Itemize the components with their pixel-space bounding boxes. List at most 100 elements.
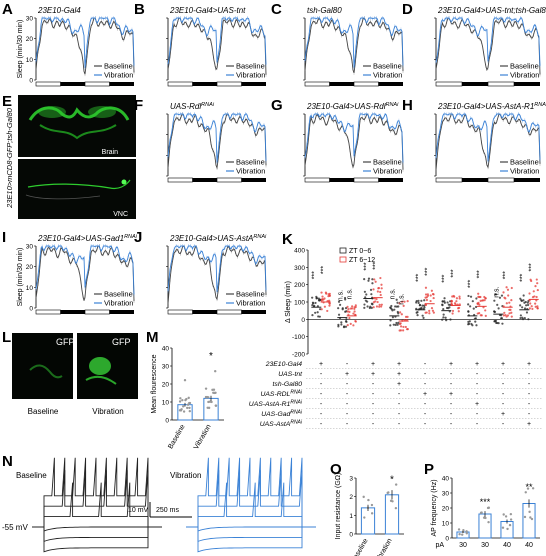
panel-title-sup: RNAi xyxy=(534,102,546,108)
data-point xyxy=(442,316,445,319)
data-point xyxy=(523,307,527,310)
data-point xyxy=(214,369,217,373)
y-tick-label: 20 xyxy=(442,506,450,513)
data-point xyxy=(337,323,340,326)
data-point xyxy=(315,297,318,300)
data-point xyxy=(207,406,211,410)
data-point xyxy=(529,302,532,305)
y-tick-label: 20 xyxy=(26,264,34,271)
dark-bar xyxy=(378,178,403,182)
genotype-row-label: UAS-GadRNAi xyxy=(261,410,303,419)
data-point xyxy=(421,304,424,307)
data-point xyxy=(528,292,531,295)
data-point xyxy=(468,322,471,325)
genotype-row-label: 23E10-Gal4 xyxy=(265,361,302,368)
panel-title-main: 23E10-Gal4>UAS-AstA xyxy=(169,234,253,243)
data-point xyxy=(504,314,507,317)
data-point xyxy=(337,300,341,303)
data-point xyxy=(429,299,432,303)
sig-label: *** xyxy=(311,271,318,279)
sig-label: n.s. xyxy=(493,286,500,297)
legend-baseline: Baseline xyxy=(236,158,265,167)
data-point xyxy=(533,295,536,298)
data-point xyxy=(484,314,487,317)
data-point xyxy=(395,321,398,325)
panel-title-main: 23E10-Gal4>UAS-tnt xyxy=(169,6,246,15)
data-point xyxy=(424,293,428,296)
genotype-mark: + xyxy=(527,421,531,428)
data-point xyxy=(352,312,355,315)
data-point xyxy=(520,299,523,302)
data-point xyxy=(446,301,449,304)
panel-title: 23E10-Gal4>UAS-Gad1RNAi xyxy=(37,234,138,243)
data-point xyxy=(519,316,522,320)
vnc-label: VNC xyxy=(113,211,128,218)
data-point xyxy=(522,294,525,297)
data-point xyxy=(186,406,189,410)
panel-title: 23E10-Gal4>UAS-RdlRNAi xyxy=(306,102,399,111)
y-tick-label: 0 xyxy=(445,536,449,543)
data-point xyxy=(531,487,535,490)
genotype-mark: - xyxy=(502,421,505,428)
voltage-trace xyxy=(32,457,162,528)
y-tick-label: 20 xyxy=(162,382,170,389)
light-bar xyxy=(167,81,193,87)
genotype-mark: - xyxy=(320,391,323,398)
data-point xyxy=(474,320,477,323)
vibration-trace xyxy=(167,17,267,65)
legend-vibration: Vibration xyxy=(104,299,133,308)
x-unit-label: pA xyxy=(435,542,444,549)
data-point xyxy=(450,299,453,303)
data-point xyxy=(526,301,529,304)
data-point xyxy=(519,304,522,307)
genotype-name: 23E10-Gal4 xyxy=(265,361,302,368)
data-point xyxy=(186,403,190,406)
data-point xyxy=(478,303,481,306)
panel-label: G xyxy=(271,97,283,114)
legend-baseline: Baseline xyxy=(510,62,539,71)
data-point xyxy=(465,532,468,535)
data-point xyxy=(394,305,397,308)
data-point xyxy=(402,325,405,329)
data-point xyxy=(346,310,349,313)
genotype-mark: - xyxy=(528,381,531,388)
data-point xyxy=(508,312,511,315)
data-point xyxy=(441,304,444,307)
data-point xyxy=(455,300,458,303)
data-point xyxy=(484,297,487,300)
data-point xyxy=(431,309,435,312)
light-bar xyxy=(304,177,330,183)
genotype-name: UAS-tnt xyxy=(278,371,303,378)
panel-label-K: K xyxy=(282,231,293,248)
data-point xyxy=(510,286,513,290)
data-point xyxy=(476,302,479,305)
sig-label: *** xyxy=(415,273,422,281)
data-point xyxy=(451,312,454,315)
data-point xyxy=(362,495,365,499)
vibration-trace xyxy=(435,113,541,162)
voltage-trace xyxy=(32,482,162,528)
genotype-mark: + xyxy=(449,361,453,368)
genotype-mark: - xyxy=(372,391,375,398)
baseline-trace xyxy=(35,245,135,302)
data-point xyxy=(519,297,522,300)
data-point xyxy=(508,523,512,527)
data-point xyxy=(509,512,513,516)
data-point xyxy=(320,308,323,311)
data-point xyxy=(394,483,398,486)
data-point xyxy=(397,312,400,315)
data-point xyxy=(432,311,435,314)
genotype-mark: - xyxy=(528,391,531,398)
data-point xyxy=(349,322,352,325)
sig-label: *** xyxy=(451,269,458,277)
legend-baseline: Baseline xyxy=(236,290,265,299)
dark-bar xyxy=(241,178,266,182)
data-point xyxy=(188,401,192,405)
vibration-trace xyxy=(35,17,135,68)
data-point xyxy=(389,306,392,309)
y-tick-label: 400 xyxy=(294,248,305,255)
dark-bar xyxy=(462,82,488,86)
data-point xyxy=(470,322,473,326)
data-point xyxy=(379,276,382,280)
voltage-trace xyxy=(32,526,162,543)
